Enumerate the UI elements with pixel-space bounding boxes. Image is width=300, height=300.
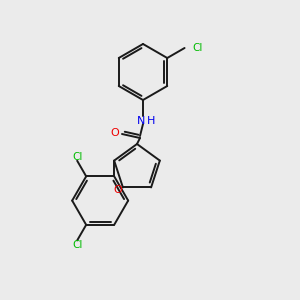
Text: N: N bbox=[137, 116, 145, 126]
Text: Cl: Cl bbox=[193, 43, 203, 53]
Text: Cl: Cl bbox=[72, 152, 83, 162]
Text: H: H bbox=[147, 116, 155, 126]
Text: Cl: Cl bbox=[72, 240, 83, 250]
Text: O: O bbox=[111, 128, 119, 138]
Text: O: O bbox=[113, 185, 122, 195]
